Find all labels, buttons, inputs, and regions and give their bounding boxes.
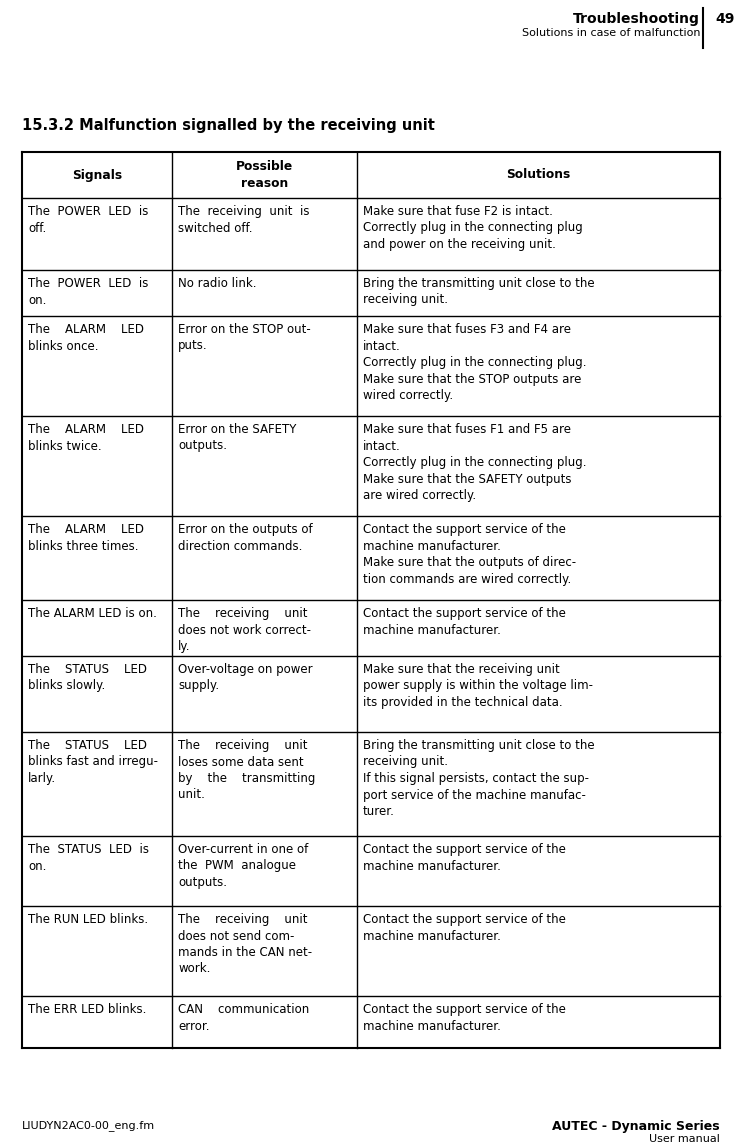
Text: Contact the support service of the
machine manufacturer.: Contact the support service of the machi… <box>363 607 566 636</box>
Text: Make sure that the receiving unit
power supply is within the voltage lim-
its pr: Make sure that the receiving unit power … <box>363 664 593 709</box>
Text: The  POWER  LED  is
off.: The POWER LED is off. <box>28 205 148 234</box>
Text: Possible
reason: Possible reason <box>236 161 293 189</box>
Text: 49: 49 <box>716 11 735 26</box>
Text: The RUN LED blinks.: The RUN LED blinks. <box>28 913 148 926</box>
Text: Make sure that fuse F2 is intact.
Correctly plug in the connecting plug
and powe: Make sure that fuse F2 is intact. Correc… <box>363 205 582 251</box>
Text: LIUDYN2AC0-00_eng.fm: LIUDYN2AC0-00_eng.fm <box>22 1120 155 1131</box>
Text: Contact the support service of the
machine manufacturer.: Contact the support service of the machi… <box>363 913 566 943</box>
Text: Solutions in case of malfunction: Solutions in case of malfunction <box>522 28 700 38</box>
Text: Over-voltage on power
supply.: Over-voltage on power supply. <box>178 664 313 692</box>
Text: Contact the support service of the
machine manufacturer.: Contact the support service of the machi… <box>363 1003 566 1032</box>
Text: The    ALARM    LED
blinks three times.: The ALARM LED blinks three times. <box>28 523 144 552</box>
Text: Troubleshooting: Troubleshooting <box>573 11 700 26</box>
Text: CAN    communication
error.: CAN communication error. <box>178 1003 309 1032</box>
Text: Make sure that fuses F1 and F5 are
intact.
Correctly plug in the connecting plug: Make sure that fuses F1 and F5 are intac… <box>363 422 587 502</box>
Text: Bring the transmitting unit close to the
receiving unit.: Bring the transmitting unit close to the… <box>363 277 595 307</box>
Text: The    STATUS    LED
blinks slowly.: The STATUS LED blinks slowly. <box>28 664 147 692</box>
Text: The    receiving    unit
loses some data sent
by    the    transmitting
unit.: The receiving unit loses some data sent … <box>178 739 316 801</box>
Text: 15.3.2 Malfunction signalled by the receiving unit: 15.3.2 Malfunction signalled by the rece… <box>22 118 435 133</box>
Text: The ERR LED blinks.: The ERR LED blinks. <box>28 1003 147 1016</box>
Text: The  POWER  LED  is
on.: The POWER LED is on. <box>28 277 148 307</box>
Text: The    ALARM    LED
blinks once.: The ALARM LED blinks once. <box>28 323 144 352</box>
Text: The    receiving    unit
does not work correct-
ly.: The receiving unit does not work correct… <box>178 607 311 653</box>
Text: Bring the transmitting unit close to the
receiving unit.
If this signal persists: Bring the transmitting unit close to the… <box>363 739 595 819</box>
Text: No radio link.: No radio link. <box>178 277 256 290</box>
Text: AUTEC - Dynamic Series: AUTEC - Dynamic Series <box>552 1120 720 1133</box>
Text: The  receiving  unit  is
switched off.: The receiving unit is switched off. <box>178 205 310 234</box>
Text: The    STATUS    LED
blinks fast and irregu-
larly.: The STATUS LED blinks fast and irregu- l… <box>28 739 158 785</box>
Text: The    ALARM    LED
blinks twice.: The ALARM LED blinks twice. <box>28 422 144 452</box>
Text: The    receiving    unit
does not send com-
mands in the CAN net-
work.: The receiving unit does not send com- ma… <box>178 913 312 976</box>
Text: Contact the support service of the
machine manufacturer.: Contact the support service of the machi… <box>363 843 566 872</box>
Text: Error on the SAFETY
outputs.: Error on the SAFETY outputs. <box>178 422 296 452</box>
Text: The  STATUS  LED  is
on.: The STATUS LED is on. <box>28 843 149 872</box>
Text: Solutions: Solutions <box>506 169 571 181</box>
Text: Error on the outputs of
direction commands.: Error on the outputs of direction comman… <box>178 523 313 552</box>
Text: Make sure that fuses F3 and F4 are
intact.
Correctly plug in the connecting plug: Make sure that fuses F3 and F4 are intac… <box>363 323 587 402</box>
Text: User manual: User manual <box>649 1134 720 1145</box>
Text: Signals: Signals <box>72 169 122 181</box>
Text: Contact the support service of the
machine manufacturer.
Make sure that the outp: Contact the support service of the machi… <box>363 523 576 585</box>
Text: Over-current in one of
the  PWM  analogue
outputs.: Over-current in one of the PWM analogue … <box>178 843 308 889</box>
Text: The ALARM LED is on.: The ALARM LED is on. <box>28 607 157 620</box>
Text: Error on the STOP out-
puts.: Error on the STOP out- puts. <box>178 323 310 352</box>
